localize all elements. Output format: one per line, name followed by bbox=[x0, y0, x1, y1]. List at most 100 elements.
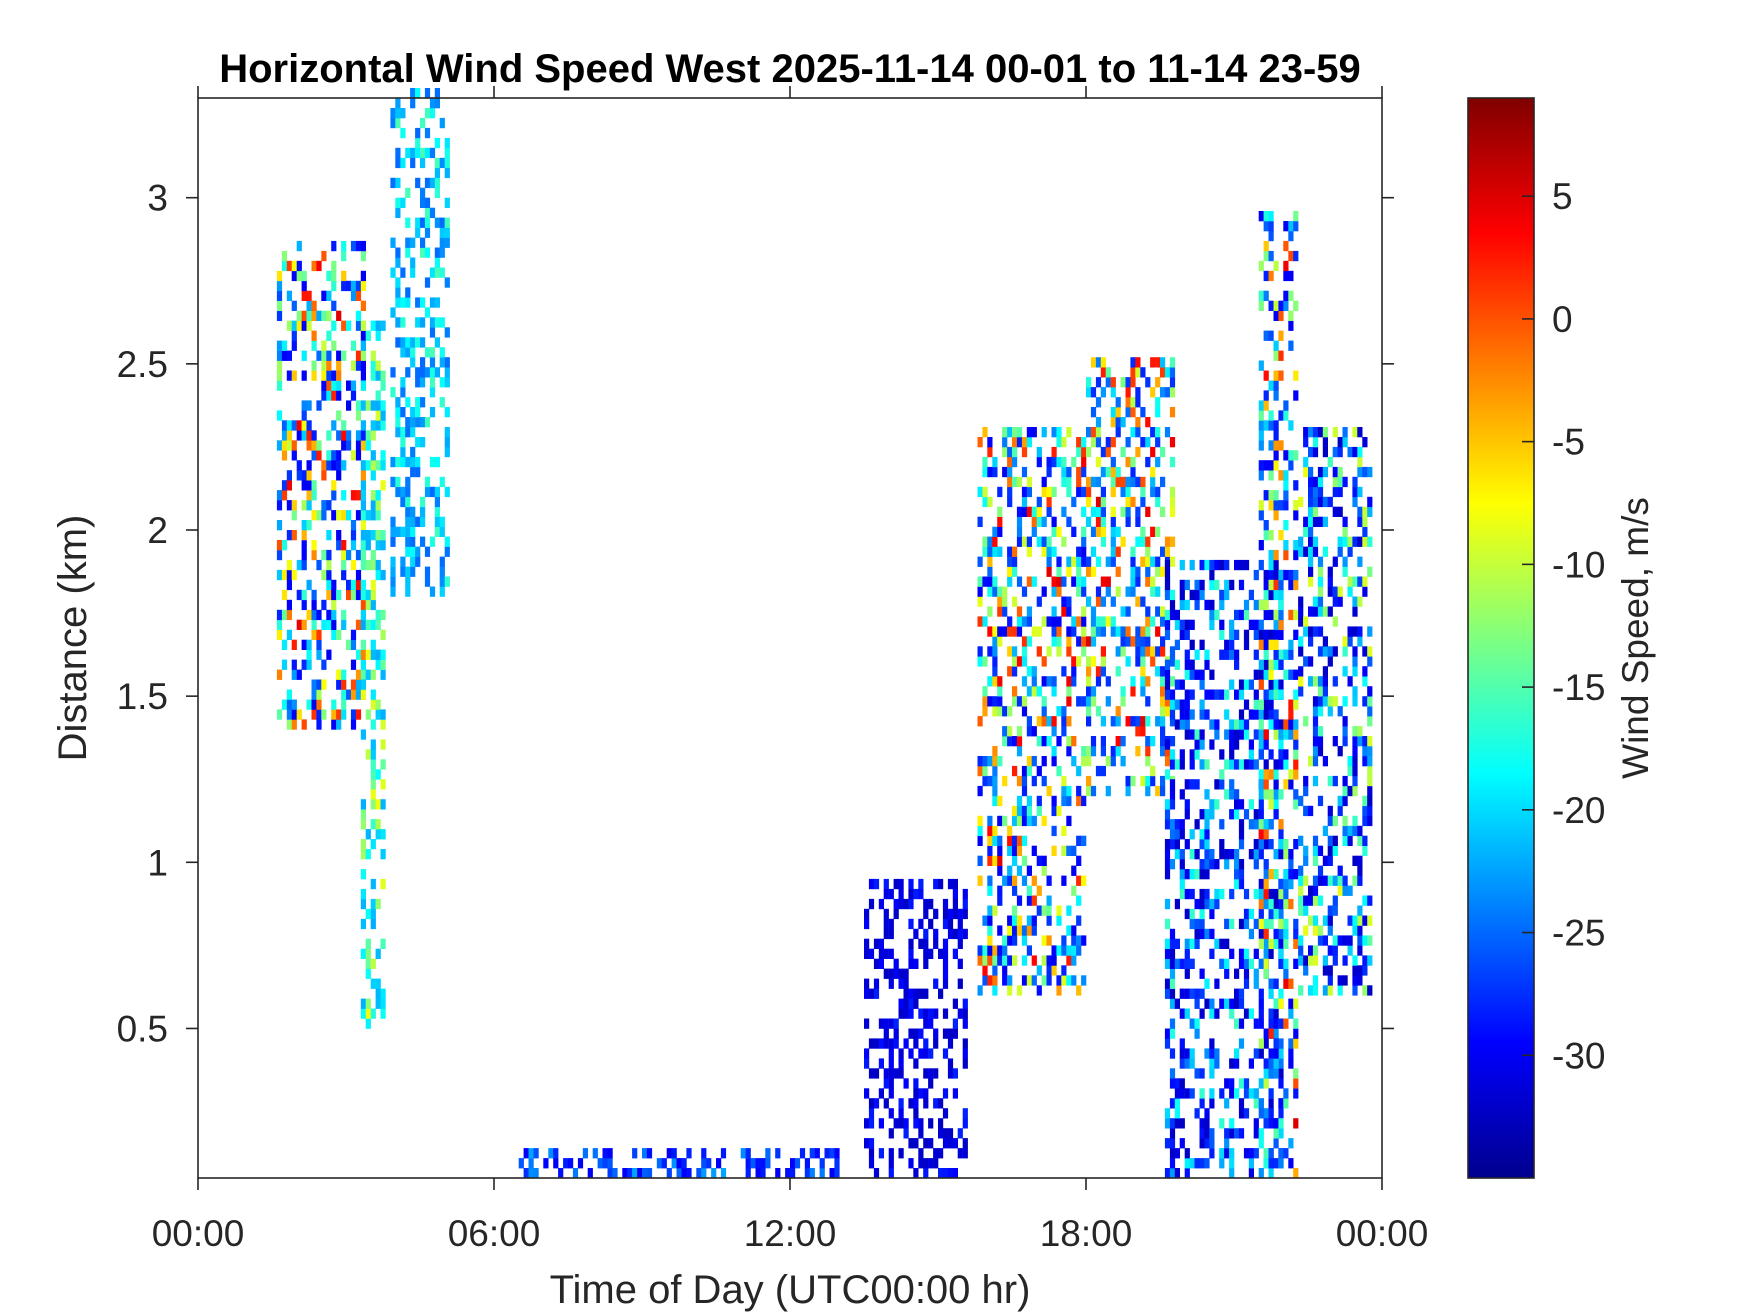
heatmap-cell bbox=[276, 540, 283, 551]
heatmap-cell bbox=[1041, 546, 1047, 557]
heatmap-cell bbox=[350, 280, 357, 292]
heatmap-cell bbox=[1115, 586, 1121, 597]
heatmap-cell bbox=[1179, 1048, 1185, 1059]
heatmap-cell bbox=[1066, 716, 1072, 727]
heatmap-cell bbox=[1229, 1118, 1235, 1129]
heatmap-cell bbox=[997, 835, 1003, 846]
heatmap-cell bbox=[1012, 805, 1018, 817]
heatmap-cell bbox=[1026, 686, 1032, 697]
x-tick-label: 06:00 bbox=[448, 1213, 541, 1254]
heatmap-cell bbox=[311, 629, 317, 640]
heatmap-cell bbox=[1248, 619, 1254, 630]
heatmap-cell bbox=[888, 1038, 894, 1049]
heatmap-cell bbox=[1268, 1148, 1274, 1159]
heatmap-cell bbox=[760, 1158, 766, 1169]
heatmap-cell bbox=[1308, 636, 1314, 647]
heatmap-cell bbox=[1312, 506, 1319, 517]
heatmap-cell bbox=[868, 878, 875, 890]
heatmap-cell bbox=[1061, 795, 1067, 807]
heatmap-cell bbox=[1007, 875, 1013, 886]
heatmap-cell bbox=[1046, 676, 1052, 687]
heatmap-cell bbox=[1268, 490, 1274, 501]
heatmap-cell bbox=[1012, 646, 1018, 657]
heatmap-cell bbox=[1110, 536, 1116, 547]
heatmap-cell bbox=[415, 317, 421, 328]
heatmap-cell bbox=[1268, 1008, 1274, 1019]
heatmap-cell bbox=[1263, 948, 1269, 959]
heatmap-cell bbox=[415, 456, 421, 468]
heatmap-cell bbox=[1007, 626, 1013, 637]
heatmap-cell bbox=[439, 267, 445, 278]
heatmap-cell bbox=[1189, 1158, 1195, 1169]
heatmap-cell bbox=[1041, 586, 1047, 597]
heatmap-cell bbox=[1026, 726, 1032, 737]
heatmap-cell bbox=[957, 918, 963, 930]
heatmap-cell bbox=[365, 749, 371, 760]
heatmap-cell bbox=[992, 676, 998, 687]
heatmap-cell bbox=[1298, 895, 1304, 906]
heatmap-cell bbox=[365, 619, 371, 630]
y-tick-label: 1.5 bbox=[117, 676, 168, 717]
heatmap-cell bbox=[444, 437, 450, 448]
heatmap-cell bbox=[420, 247, 426, 258]
heatmap-cell bbox=[1312, 855, 1319, 866]
heatmap-cell bbox=[1352, 696, 1358, 707]
heatmap-cell bbox=[1342, 536, 1348, 547]
heatmap-cell bbox=[1219, 589, 1225, 601]
heatmap-cell bbox=[1002, 775, 1008, 787]
heatmap-cell bbox=[947, 878, 954, 890]
heatmap-cell bbox=[395, 177, 401, 189]
heatmap-cell bbox=[1273, 549, 1279, 561]
heatmap-cell bbox=[977, 875, 983, 886]
heatmap-cell bbox=[760, 1168, 766, 1179]
heatmap-cell bbox=[365, 709, 371, 720]
heatmap-cell bbox=[444, 357, 450, 368]
heatmap-cell bbox=[1352, 656, 1358, 667]
heatmap-cell bbox=[434, 177, 440, 189]
heatmap-cell bbox=[410, 347, 416, 358]
heatmap-cell bbox=[1253, 859, 1259, 870]
heatmap-cell bbox=[745, 1148, 751, 1159]
heatmap-cell bbox=[1204, 829, 1210, 840]
heatmap-cell bbox=[587, 1168, 593, 1179]
heatmap-cell bbox=[1332, 486, 1338, 498]
heatmap-cell bbox=[1012, 456, 1018, 468]
heatmap-cell bbox=[355, 510, 362, 521]
heatmap-cell bbox=[360, 579, 366, 591]
heatmap-cell bbox=[1288, 1138, 1294, 1149]
heatmap-cell bbox=[1090, 427, 1097, 438]
heatmap-cell bbox=[415, 437, 421, 448]
heatmap-cell bbox=[370, 958, 376, 969]
heatmap-cell bbox=[1273, 510, 1279, 521]
heatmap-cell bbox=[1021, 955, 1028, 966]
heatmap-cell bbox=[1342, 935, 1348, 946]
heatmap-cell bbox=[1179, 1088, 1185, 1099]
heatmap-cell bbox=[336, 589, 342, 601]
heatmap-cell bbox=[1332, 895, 1338, 906]
heatmap-cell bbox=[1012, 437, 1018, 448]
heatmap-cell bbox=[370, 1008, 376, 1019]
heatmap-cell bbox=[1337, 437, 1343, 448]
heatmap-cell bbox=[1258, 819, 1264, 830]
heatmap-cell bbox=[365, 460, 371, 471]
heatmap-cell bbox=[1076, 466, 1082, 478]
heatmap-cell bbox=[982, 945, 988, 956]
heatmap-cell bbox=[1283, 240, 1289, 252]
heatmap-cell bbox=[415, 147, 421, 159]
heatmap-cell bbox=[938, 878, 944, 890]
heatmap-cell bbox=[380, 709, 386, 720]
heatmap-cell bbox=[1243, 908, 1250, 920]
heatmap-cell bbox=[1066, 486, 1072, 498]
heatmap-cell bbox=[301, 270, 307, 282]
heatmap-cell bbox=[1174, 938, 1180, 949]
heatmap-cell bbox=[1056, 566, 1062, 577]
heatmap-cell bbox=[1086, 785, 1092, 797]
heatmap-cell bbox=[1293, 211, 1299, 222]
heatmap-cell bbox=[1278, 749, 1284, 760]
heatmap-cell bbox=[370, 878, 376, 890]
heatmap-cell bbox=[1308, 516, 1314, 527]
heatmap-cell bbox=[434, 526, 440, 537]
heatmap-cell bbox=[1337, 536, 1343, 547]
heatmap-cell bbox=[326, 500, 332, 511]
heatmap-cell bbox=[933, 1038, 939, 1049]
